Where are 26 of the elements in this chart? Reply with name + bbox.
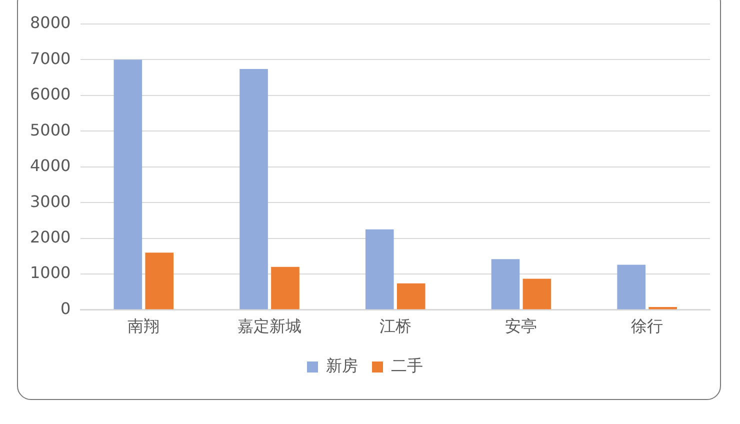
- y-tick-label: 7000: [30, 48, 71, 68]
- bar: [365, 229, 394, 310]
- bar: [522, 278, 552, 310]
- y-tick-label: 5000: [30, 120, 71, 140]
- y-tick-label: 2000: [30, 228, 71, 247]
- bar: [617, 264, 646, 310]
- bar: [271, 266, 300, 310]
- y-tick-label: 3000: [30, 192, 71, 211]
- x-tick-label: 江桥: [379, 316, 412, 336]
- bar: [491, 259, 520, 310]
- y-tick-label: 1000: [30, 263, 71, 282]
- bar: [240, 69, 268, 310]
- legend-label: 新房: [326, 356, 358, 376]
- bar: [396, 283, 426, 310]
- x-tick-label: 南翔: [128, 316, 160, 336]
- y-tick-label: 8000: [30, 13, 71, 32]
- bar: [648, 306, 677, 310]
- y-tick-label: 4000: [30, 156, 71, 176]
- x-tick-label: 安亭: [505, 316, 538, 336]
- y-tick-label: 6000: [30, 84, 71, 104]
- x-tick-label: 徐行: [631, 316, 664, 336]
- bar: [114, 60, 142, 310]
- legend-label: 二手: [391, 356, 423, 376]
- y-tick-label: 0: [60, 298, 71, 318]
- x-tick-label: 嘉定新城: [238, 316, 302, 336]
- bar: [145, 252, 174, 310]
